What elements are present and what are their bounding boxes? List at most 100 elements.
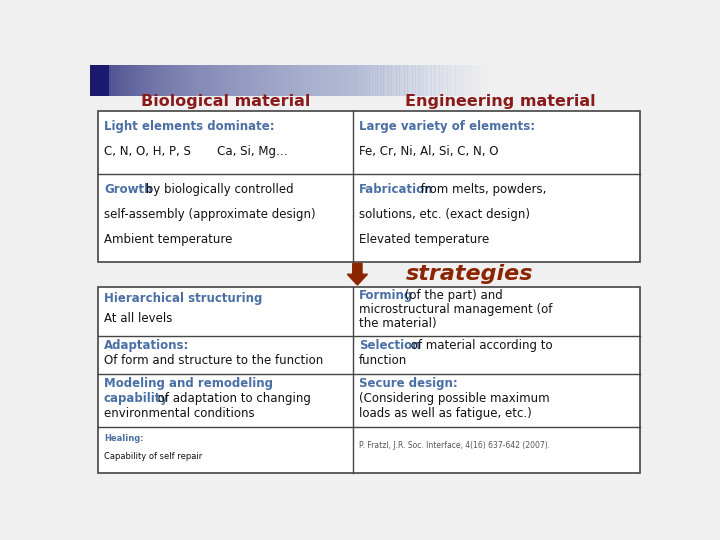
Bar [348, 65, 351, 96]
Bar [418, 65, 421, 96]
Bar [270, 65, 274, 96]
Bar [251, 65, 255, 96]
Bar [482, 65, 486, 96]
Text: Adaptations:: Adaptations: [104, 339, 189, 352]
Bar [434, 65, 437, 96]
Bar [281, 65, 284, 96]
Text: Modeling and remodeling: Modeling and remodeling [104, 377, 273, 390]
Text: Elevated temperature: Elevated temperature [359, 233, 489, 246]
Bar [160, 65, 163, 96]
Bar [340, 65, 343, 96]
Bar [487, 65, 491, 96]
Bar [168, 65, 171, 96]
Bar [361, 65, 365, 96]
Bar [423, 65, 427, 96]
Bar [200, 65, 204, 96]
Bar [426, 65, 429, 96]
Bar [90, 65, 109, 96]
Text: Fe, Cr, Ni, Al, Si, C, N, O: Fe, Cr, Ni, Al, Si, C, N, O [359, 145, 498, 158]
Bar [186, 65, 190, 96]
Bar [101, 65, 104, 96]
Bar [480, 65, 483, 96]
Bar [396, 65, 400, 96]
Bar [120, 65, 123, 96]
Bar [112, 65, 115, 96]
Bar [326, 65, 330, 96]
Bar [439, 65, 443, 96]
Bar [95, 65, 99, 96]
Bar [267, 65, 271, 96]
Bar [372, 65, 376, 96]
Text: loads as well as fatigue, etc.): loads as well as fatigue, etc.) [359, 407, 531, 420]
Bar [93, 65, 96, 96]
Text: the material): the material) [359, 317, 436, 330]
Bar [359, 65, 362, 96]
Bar [428, 65, 432, 96]
Bar [152, 65, 156, 96]
Bar [141, 65, 145, 96]
Bar [227, 65, 230, 96]
Bar [176, 65, 179, 96]
Bar [243, 65, 247, 96]
Bar [366, 65, 370, 96]
Text: of material according to: of material according to [407, 339, 552, 352]
Bar [310, 65, 314, 96]
Bar [458, 65, 462, 96]
Bar [248, 65, 252, 96]
Bar [415, 65, 418, 96]
Bar [300, 65, 303, 96]
Text: At all levels: At all levels [104, 312, 172, 325]
Bar [431, 65, 435, 96]
Bar [356, 65, 359, 96]
Bar [294, 65, 297, 96]
Bar [163, 65, 166, 96]
Bar [453, 65, 456, 96]
Bar [284, 65, 287, 96]
Text: Ambient temperature: Ambient temperature [104, 233, 233, 246]
Bar [399, 65, 402, 96]
Bar [402, 65, 405, 96]
Bar [171, 65, 174, 96]
Text: Hierarchical structuring: Hierarchical structuring [104, 292, 262, 305]
Bar [230, 65, 233, 96]
Bar [405, 65, 408, 96]
Bar [205, 65, 209, 96]
Bar [436, 65, 440, 96]
Text: Of form and structure to the function: Of form and structure to the function [104, 354, 323, 367]
Bar [125, 65, 128, 96]
Bar [302, 65, 306, 96]
Text: Engineering material: Engineering material [405, 94, 596, 109]
Bar [447, 65, 451, 96]
Bar [265, 65, 268, 96]
Text: Light elements dominate:: Light elements dominate: [104, 120, 274, 133]
Text: Large variety of elements:: Large variety of elements: [359, 120, 535, 133]
Bar [354, 65, 356, 96]
Bar [106, 65, 109, 96]
Bar [307, 65, 311, 96]
Bar [380, 65, 384, 96]
Bar [337, 65, 341, 96]
Bar [179, 65, 182, 96]
Bar [144, 65, 147, 96]
Bar [313, 65, 317, 96]
Bar [297, 65, 300, 96]
Text: of adaptation to changing: of adaptation to changing [154, 392, 311, 405]
Bar [485, 65, 488, 96]
Bar [256, 65, 260, 96]
Bar [127, 65, 131, 96]
Text: microstructural management (of: microstructural management (of [359, 302, 552, 316]
Bar [343, 65, 346, 96]
Bar [394, 65, 397, 96]
Text: (of the part) and: (of the part) and [401, 288, 503, 301]
Bar [98, 287, 640, 473]
Bar [246, 65, 249, 96]
Bar [138, 65, 142, 96]
Bar [208, 65, 212, 96]
Bar [235, 65, 238, 96]
Bar [472, 65, 475, 96]
Bar [450, 65, 454, 96]
Text: Growth: Growth [104, 183, 153, 196]
Bar [203, 65, 207, 96]
Bar [262, 65, 266, 96]
Bar [369, 65, 373, 96]
